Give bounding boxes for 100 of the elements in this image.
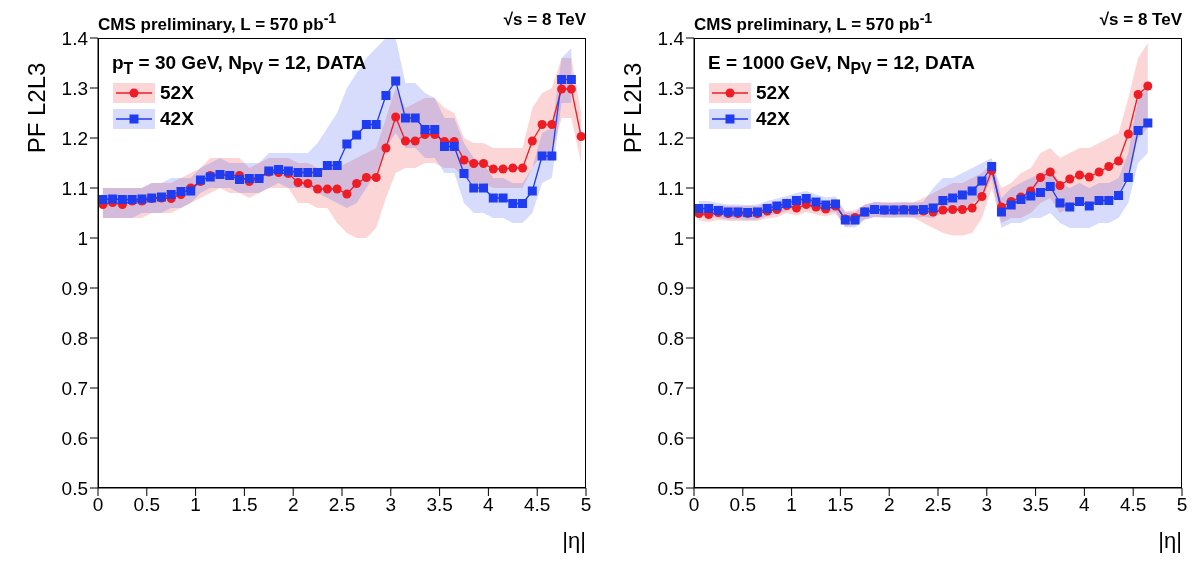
point	[1075, 197, 1085, 206]
y-tick-label: 1	[77, 227, 88, 249]
x-tick-label: 5	[1176, 494, 1188, 516]
y-tick-label: 0.7	[657, 377, 684, 399]
y-tick-label: 0.9	[657, 277, 684, 299]
x-tick-label: 4	[1079, 494, 1091, 516]
y-tick-label: 0.9	[61, 277, 88, 299]
x-tick-label: 1.5	[827, 494, 854, 516]
x-tick-label: 4.5	[1119, 494, 1147, 516]
point	[469, 183, 479, 193]
point	[957, 190, 967, 200]
y-tick-label: 0.8	[61, 327, 88, 349]
x-tick-label: 0.5	[133, 494, 161, 516]
y-tick-label: 1	[673, 227, 684, 249]
x-tick-label: 3	[981, 494, 993, 516]
point	[352, 130, 362, 140]
point	[1084, 172, 1094, 182]
point	[352, 179, 362, 188]
point	[1114, 156, 1124, 166]
y-tick-label: 1.4	[657, 27, 685, 49]
point	[811, 197, 821, 207]
point	[332, 161, 342, 170]
y-tick-label: 1.1	[657, 177, 684, 199]
point	[977, 176, 987, 186]
point	[518, 199, 528, 208]
point	[987, 162, 997, 171]
x-tick-label: 0	[688, 494, 700, 516]
x-tick-label: 3.5	[1022, 494, 1049, 516]
legend-label: 42X	[756, 107, 790, 130]
x-tick-label: 4	[483, 494, 495, 516]
y-tick-label: 1.2	[61, 127, 88, 149]
chart-subtitle: √s = 8 TeV	[1099, 10, 1182, 31]
point	[977, 192, 987, 201]
x-tick-label: 0.5	[729, 494, 757, 516]
point	[967, 203, 977, 213]
x-tick-label: 2	[287, 494, 299, 516]
point	[957, 205, 967, 214]
y-tick-label: 0.8	[657, 327, 684, 349]
point	[1094, 196, 1104, 205]
point	[938, 196, 948, 205]
point	[303, 179, 313, 188]
point	[967, 186, 977, 196]
y-tick-label: 0.6	[61, 427, 88, 449]
point	[410, 136, 420, 146]
y-tick-label: 0.6	[657, 427, 684, 449]
x-tick-label: 1	[190, 494, 201, 516]
point	[547, 151, 557, 161]
point	[527, 186, 537, 196]
chart-title: CMS preliminary, L = 570 pb$^{-1}$	[98, 10, 337, 35]
y-tick-label: 1.3	[657, 77, 684, 99]
point	[1045, 167, 1055, 177]
x-tick-label: 2	[883, 494, 895, 516]
point	[791, 196, 801, 205]
x-axis-title: |η|	[562, 528, 586, 553]
point	[557, 75, 567, 84]
point	[1084, 201, 1094, 211]
point	[410, 113, 420, 123]
legend-label: 42X	[160, 107, 194, 130]
point	[948, 193, 958, 203]
point	[449, 142, 459, 151]
point	[439, 142, 449, 151]
point	[459, 169, 469, 178]
x-tick-label: 1	[786, 494, 797, 516]
point	[576, 132, 586, 141]
point	[1143, 81, 1153, 91]
point	[801, 194, 811, 203]
point	[508, 163, 518, 173]
point	[1045, 182, 1055, 191]
point	[537, 151, 547, 161]
point	[117, 195, 127, 204]
y-tick-label: 0.5	[657, 477, 684, 499]
point	[420, 125, 430, 134]
x-tick-label: 3.5	[426, 494, 453, 516]
point	[361, 120, 371, 129]
point	[566, 84, 576, 94]
legend-title: p$_{T}$ = 30 GeV, N$_{PV}$ = 12, DATA	[112, 52, 367, 78]
point	[938, 205, 948, 215]
x-tick-label: 3	[385, 494, 397, 516]
point	[498, 164, 508, 174]
chart-subtitle: √s = 8 TeV	[503, 10, 586, 31]
point	[537, 120, 547, 129]
point	[235, 175, 245, 184]
point	[1133, 90, 1143, 99]
x-tick-label: 4.5	[523, 494, 551, 516]
point	[996, 207, 1006, 217]
point	[1114, 191, 1124, 200]
point	[704, 204, 714, 213]
point	[557, 84, 567, 94]
y-tick-label: 1.1	[61, 177, 88, 199]
point	[1065, 174, 1075, 184]
point	[479, 183, 489, 193]
point	[1055, 181, 1065, 190]
point	[1075, 170, 1085, 180]
point	[322, 161, 332, 170]
point	[1133, 126, 1143, 135]
point	[342, 189, 352, 199]
y-axis-title: PF L2L3	[23, 62, 51, 154]
point	[948, 205, 958, 214]
point	[371, 120, 381, 129]
point	[1065, 202, 1075, 212]
